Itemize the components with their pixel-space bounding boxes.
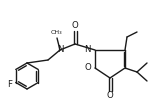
Text: O: O [107,91,113,100]
Text: O: O [84,64,91,73]
Text: N: N [57,44,63,54]
Text: F: F [7,80,12,89]
Text: O: O [72,22,78,30]
Text: N: N [84,45,91,54]
Text: CH₃: CH₃ [50,30,62,35]
